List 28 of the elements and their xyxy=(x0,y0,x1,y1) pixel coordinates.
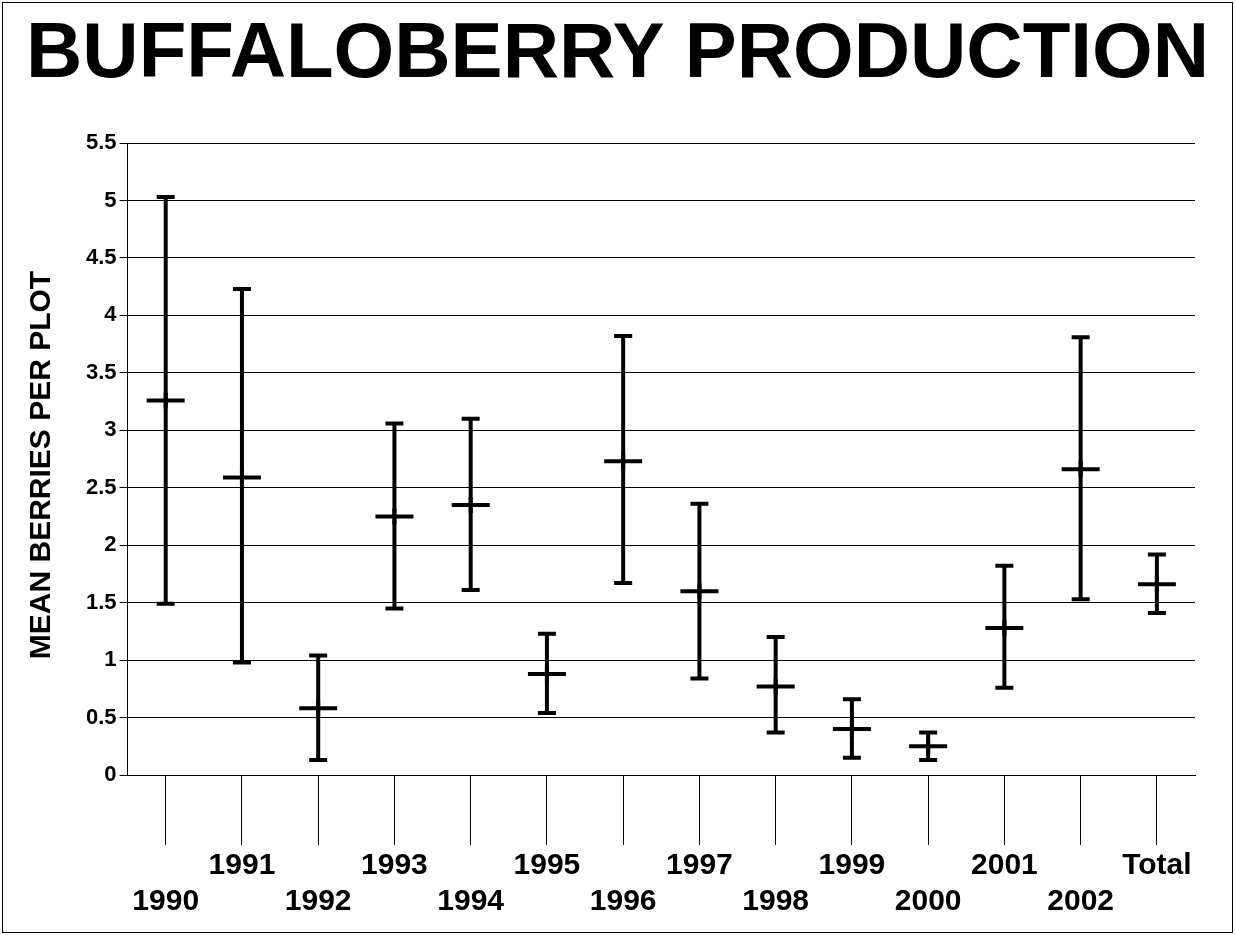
x-tick-label: 1995 xyxy=(513,847,581,881)
x-tick-label: 1998 xyxy=(742,883,810,917)
x-tick-label: 1997 xyxy=(666,847,733,881)
y-tick-label: 3 xyxy=(104,416,117,442)
y-tick-label: 5 xyxy=(104,186,117,212)
y-tick-label: 1 xyxy=(104,646,117,672)
y-tick-label: 4.5 xyxy=(85,243,117,269)
y-tick-label: 0 xyxy=(104,761,117,787)
x-tick-label: 1999 xyxy=(818,847,886,881)
y-tick-label: 2 xyxy=(104,531,117,557)
x-tick-label: 1993 xyxy=(361,847,428,881)
x-tick-label: 2001 xyxy=(971,847,1038,881)
chart-title: BUFFALOBERRY PRODUCTION xyxy=(25,5,1210,96)
x-tick-label: 1990 xyxy=(132,883,200,917)
y-tick-label: 1.5 xyxy=(85,588,117,614)
y-tick-label: 2.5 xyxy=(85,473,117,499)
y-tick-label: 5.5 xyxy=(85,129,117,155)
x-tick-label: 1992 xyxy=(284,883,352,917)
x-tick-label: Total xyxy=(1122,847,1192,881)
x-tick-label: 2002 xyxy=(1047,883,1115,917)
x-tick-label: 1991 xyxy=(208,847,276,881)
y-axis-title: MEAN BERRIES PER PLOT xyxy=(23,269,57,662)
y-tick-label: 0.5 xyxy=(85,703,117,729)
x-tick-label: 2000 xyxy=(894,883,962,917)
x-tick-label: 1994 xyxy=(437,883,505,917)
y-tick-label: 3.5 xyxy=(85,358,117,384)
x-tick-label: 1996 xyxy=(589,883,657,917)
y-tick-label: 4 xyxy=(104,301,118,327)
